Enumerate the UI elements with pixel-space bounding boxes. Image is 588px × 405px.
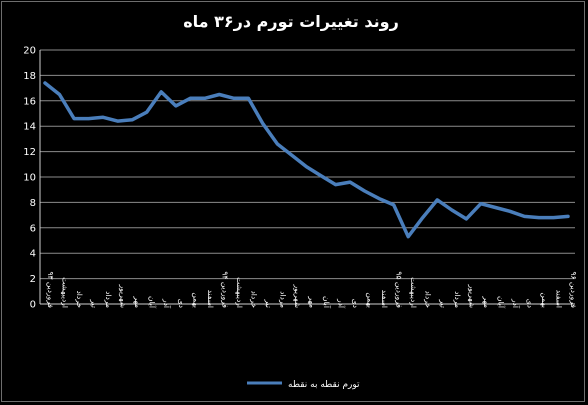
- data-point: [116, 119, 119, 123]
- x-tick-label: خرداد: [424, 290, 433, 308]
- x-tick-label: خرداد: [75, 290, 84, 308]
- x-tick-label: اردیبهشت: [235, 277, 244, 308]
- data-point: [101, 116, 105, 119]
- data-point: [537, 216, 541, 219]
- x-tick-label: تیر: [90, 299, 99, 309]
- data-point: [218, 93, 221, 96]
- data-point: [377, 197, 381, 200]
- x-tick-label: فروردین ۹۳: [46, 271, 55, 308]
- x-tick-label: مهر: [133, 295, 142, 308]
- y-tick-label: 20: [23, 46, 36, 57]
- x-tick-label: اردیبهشت: [409, 277, 418, 308]
- x-tick-label: دی: [525, 299, 534, 308]
- data-point: [87, 117, 90, 120]
- x-tick-label: بهمن: [191, 292, 200, 308]
- data-point: [465, 217, 468, 221]
- data-point: [43, 81, 47, 85]
- x-tick-label: آذر: [162, 298, 172, 309]
- legend-label: تورم نقطه به نقطه: [288, 380, 360, 390]
- x-tick-label: مرداد: [278, 291, 287, 308]
- y-tick-label: 10: [23, 173, 36, 184]
- data-point: [494, 206, 497, 209]
- data-point: [319, 174, 323, 177]
- data-point: [189, 97, 192, 100]
- data-point: [72, 117, 76, 120]
- x-axis-tick-labels: فروردین ۹۳ اردیبهشت خرداد تیر مرداد شهریور مهر…: [46, 271, 578, 308]
- x-tick-label: بهمن: [540, 292, 549, 308]
- x-tick-label: مهر: [482, 295, 491, 308]
- series-line: [43, 81, 570, 239]
- data-point: [436, 198, 439, 202]
- y-tick-label: 12: [23, 147, 36, 158]
- x-tick-label: تیر: [438, 299, 447, 309]
- data-point: [290, 154, 294, 157]
- data-point: [261, 122, 265, 125]
- data-point: [508, 210, 512, 213]
- x-tick-label: فروردین ۹۵: [395, 271, 404, 308]
- x-tick-label: شهریور: [467, 284, 476, 308]
- y-axis-tick-labels: 0 2 4 6 8 10 12 14 16 18 20: [23, 46, 36, 311]
- x-tick-label: مرداد: [453, 291, 462, 308]
- x-tick-label: فروردین ۹۴: [220, 271, 229, 308]
- data-point: [421, 216, 424, 219]
- x-tick-label: فروردین ۹۶: [569, 271, 578, 308]
- data-point: [305, 165, 308, 168]
- x-tick-label: آذر: [337, 298, 347, 309]
- data-point: [392, 203, 395, 207]
- data-point: [145, 111, 148, 114]
- x-tick-label: شهریور: [119, 284, 128, 308]
- x-tick-label: مهر: [308, 295, 317, 308]
- data-point: [523, 215, 526, 218]
- data-point: [58, 93, 61, 96]
- data-point: [276, 142, 279, 146]
- x-tick-label: اسفند: [554, 290, 563, 308]
- gridlines: [40, 49, 575, 305]
- x-tick-label: اردیبهشت: [61, 277, 70, 308]
- data-point: [334, 183, 337, 186]
- axes: [39, 50, 575, 305]
- data-point: [407, 235, 410, 238]
- x-tick-label: آذر: [511, 298, 521, 309]
- data-point: [247, 97, 250, 100]
- data-point: [552, 216, 555, 219]
- x-tick-label: دی: [177, 299, 186, 308]
- x-tick-label: تیر: [264, 299, 273, 309]
- data-point: [479, 202, 482, 205]
- data-point: [363, 189, 366, 193]
- y-tick-label: 16: [23, 96, 36, 107]
- data-point: [131, 118, 134, 122]
- data-point: [450, 208, 453, 212]
- data-point: [160, 90, 163, 94]
- x-tick-label: بهمن: [366, 292, 375, 308]
- data-point: [348, 180, 352, 184]
- data-point: [174, 104, 177, 108]
- x-tick-label: شهریور: [293, 284, 302, 308]
- x-tick-label: اسفند: [206, 290, 215, 308]
- series-lines: [43, 81, 570, 239]
- y-tick-label: 18: [23, 71, 36, 82]
- y-tick-label: 2: [30, 274, 36, 285]
- x-tick-label: مرداد: [104, 291, 113, 308]
- legend: تورم نقطه به نقطه: [247, 380, 360, 390]
- data-point: [232, 97, 236, 100]
- y-tick-label: 4: [30, 249, 36, 260]
- x-tick-label: آبان: [322, 296, 332, 309]
- data-point: [203, 97, 206, 100]
- x-tick-label: خرداد: [249, 290, 258, 308]
- x-tick-label: آبان: [496, 296, 506, 309]
- y-tick-label: 8: [30, 198, 36, 209]
- chart-title: روند تغییرات تورم در۳۶ ماه: [183, 12, 399, 31]
- data-point: [566, 215, 570, 218]
- x-tick-label: اسفند: [380, 290, 389, 308]
- x-tick-label: دی: [351, 299, 360, 308]
- y-tick-label: 14: [23, 122, 36, 133]
- x-tick-label: آبان: [148, 296, 158, 309]
- y-tick-label: 6: [30, 223, 36, 234]
- y-tick-label: 0: [30, 300, 36, 311]
